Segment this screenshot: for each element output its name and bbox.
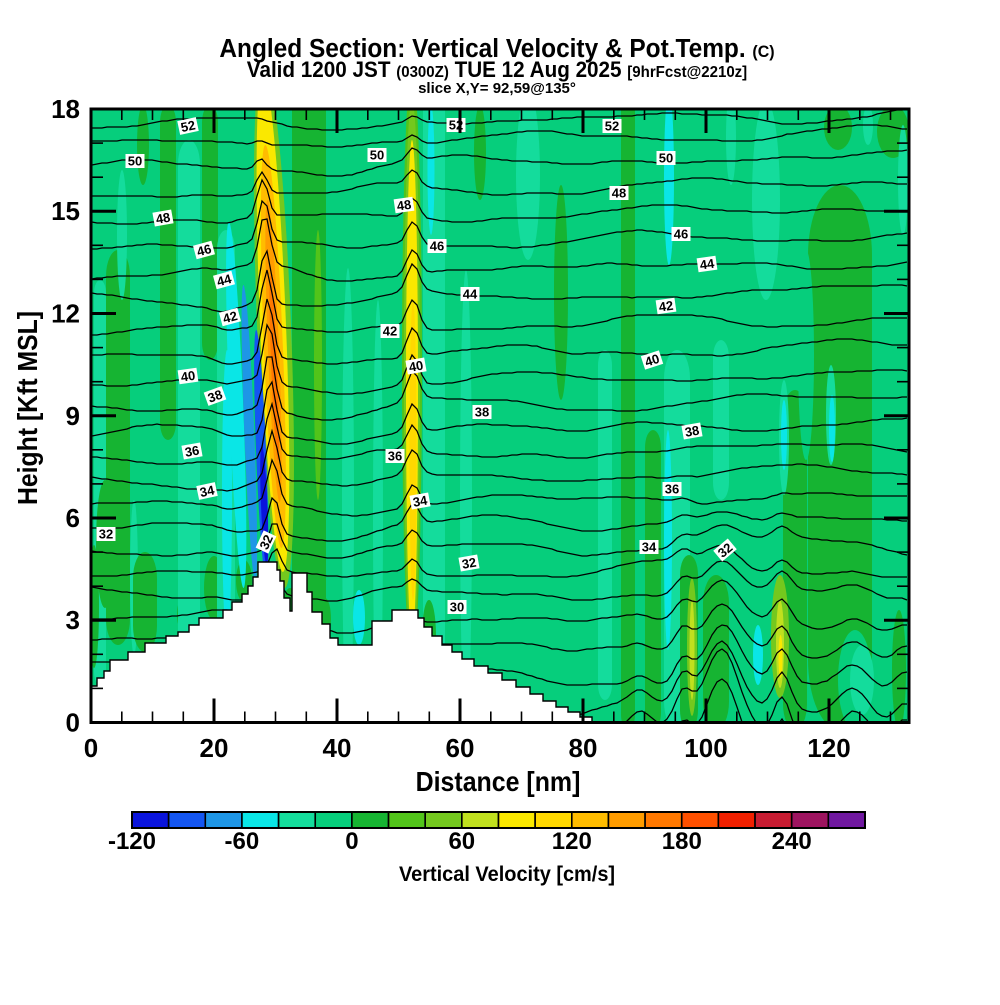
svg-text:15: 15	[51, 196, 80, 226]
svg-text:34: 34	[642, 540, 657, 555]
svg-text:44: 44	[699, 256, 716, 273]
svg-text:52: 52	[605, 119, 619, 134]
svg-text:38: 38	[206, 387, 225, 406]
svg-text:Height [Kft MSL]: Height [Kft MSL]	[12, 311, 44, 505]
svg-text:180: 180	[662, 828, 702, 855]
svg-text:12: 12	[51, 299, 80, 329]
svg-text:52: 52	[179, 117, 196, 135]
svg-text:46: 46	[674, 227, 688, 242]
svg-text:32: 32	[99, 527, 113, 542]
svg-text:3: 3	[66, 605, 80, 635]
svg-text:Distance [nm]: Distance [nm]	[416, 766, 581, 798]
svg-text:32: 32	[256, 532, 276, 551]
svg-text:9: 9	[66, 401, 80, 431]
svg-text:32: 32	[461, 555, 478, 572]
svg-text:42: 42	[221, 308, 239, 326]
svg-text:100: 100	[684, 733, 727, 763]
svg-text:50: 50	[370, 148, 384, 163]
svg-text:30: 30	[450, 600, 464, 615]
svg-text:60: 60	[446, 733, 475, 763]
svg-text:48: 48	[155, 210, 172, 227]
svg-text:42: 42	[658, 298, 674, 315]
svg-text:40: 40	[408, 358, 425, 375]
svg-text:38: 38	[475, 405, 489, 420]
svg-text:60: 60	[448, 828, 475, 855]
svg-text:0: 0	[66, 708, 80, 738]
svg-text:50: 50	[128, 154, 142, 169]
svg-text:18: 18	[51, 94, 80, 124]
svg-text:48: 48	[396, 197, 412, 214]
svg-text:6: 6	[66, 503, 80, 533]
svg-text:20: 20	[200, 733, 229, 763]
svg-text:40: 40	[180, 368, 196, 385]
svg-text:Vertical Velocity [cm/s]: Vertical Velocity [cm/s]	[399, 863, 615, 887]
svg-text:80: 80	[569, 733, 598, 763]
svg-text:34: 34	[198, 482, 216, 500]
svg-text:50: 50	[659, 151, 673, 166]
svg-text:0: 0	[345, 828, 358, 855]
svg-text:40: 40	[323, 733, 352, 763]
svg-text:36: 36	[184, 443, 201, 460]
svg-text:46: 46	[195, 241, 213, 259]
svg-text:slice X,Y= 92,59@135°: slice X,Y= 92,59@135°	[418, 80, 576, 97]
svg-text:38: 38	[684, 423, 701, 440]
svg-text:44: 44	[463, 287, 478, 302]
svg-text:240: 240	[772, 828, 812, 855]
svg-text:48: 48	[612, 186, 626, 201]
svg-text:34: 34	[412, 492, 430, 509]
svg-text:120: 120	[807, 733, 850, 763]
svg-text:-120: -120	[108, 828, 156, 855]
svg-text:46: 46	[430, 239, 444, 254]
svg-text:40: 40	[643, 351, 661, 370]
svg-text:-60: -60	[225, 828, 260, 855]
svg-text:44: 44	[215, 271, 234, 289]
svg-text:120: 120	[552, 828, 592, 855]
svg-text:42: 42	[383, 324, 397, 339]
svg-text:0: 0	[84, 733, 98, 763]
svg-text:36: 36	[665, 482, 679, 497]
svg-text:Angled Section: Vertical Veloc: Angled Section: Vertical Velocity & Pot.…	[219, 34, 774, 63]
svg-text:36: 36	[388, 449, 402, 464]
